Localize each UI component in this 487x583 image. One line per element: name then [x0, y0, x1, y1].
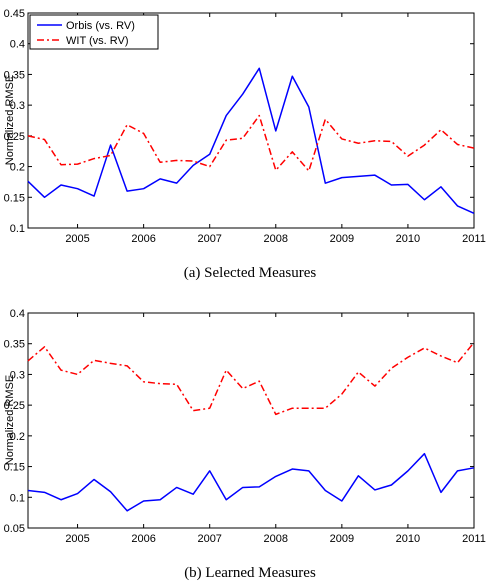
panel-b-plot-frame: [27, 312, 475, 529]
panel-b-xtick-label: 2010: [396, 533, 420, 545]
panel-a-series-line-orbis: [27, 67, 475, 214]
panel-b-caption: (b) Learned Measures: [184, 565, 316, 581]
panel-b-ytick-label: 0.15: [4, 462, 25, 474]
panel-b-xtick-label: 2011: [462, 533, 486, 545]
panel-b-xtick-label: 2006: [131, 533, 155, 545]
panel-b-ytick-label: 0.4: [10, 308, 25, 320]
panel-a-ytick-label: 0.35: [4, 69, 25, 81]
legend-box: [29, 14, 159, 50]
panel-a-ytick-label: 0.2: [10, 162, 25, 174]
panel-a-xtick-label: 2010: [396, 233, 420, 245]
panel-a-series-line-wit: [27, 114, 475, 172]
panel-a-caption: (a) Selected Measures: [184, 265, 317, 281]
panel-b-xtick-label: 2008: [264, 533, 288, 545]
legend-label-orbis: Orbis (vs. RV): [66, 20, 135, 32]
panel-b-ytick-label: 0.2: [10, 431, 25, 443]
panel-b-ylabel: Normalized RMSE: [4, 375, 16, 465]
panel-b-xtick-label: 2009: [330, 533, 354, 545]
panel-a-xtick-label: 2005: [65, 233, 89, 245]
panel-a-ytick-label: 0.1: [10, 223, 25, 235]
panel-a-xtick-label: 2007: [197, 233, 221, 245]
panel-a-series: [27, 67, 475, 214]
panel-a-ytick-label: 0.45: [4, 8, 25, 20]
panel-b-xtick-label: 2007: [197, 533, 221, 545]
panel-b-series-line-wit: [27, 342, 475, 416]
panel-b-ytick-label: 0.1: [10, 492, 25, 504]
panel-b-ytick-label: 0.05: [4, 523, 25, 535]
panel-a-ytick-label: 0.15: [4, 192, 25, 204]
panel-a-xtick-label: 2011: [462, 233, 486, 245]
panel-a-ylabel: Normalized RMSE: [4, 75, 16, 165]
panel-b-xtick-label: 2005: [65, 533, 89, 545]
legend-label-wit: WIT (vs. RV): [66, 35, 129, 47]
panel-a-plot-frame: [27, 12, 475, 229]
legend: Orbis (vs. RV) WIT (vs. RV): [29, 14, 159, 50]
panel-b-series-line-orbis: [27, 452, 475, 512]
panel-a-xtick-label: 2008: [264, 233, 288, 245]
panel-b-series: [27, 342, 475, 512]
panel-a-ticks: 0.1 0.15 0.2 0.25 0.3 0.35 0.4 0.45 2005 2006 2007…: [4, 8, 486, 245]
panel-a-xtick-label: 2006: [131, 233, 155, 245]
panel-b: 0.05 0.1 0.15 0.2 0.25 0.3 0.35 0.4 2005 2006 2007…: [4, 308, 486, 581]
panel-b-ytick-label: 0.25: [4, 400, 25, 412]
panel-a: 0.1 0.15 0.2 0.25 0.3 0.35 0.4 0.45 2005 2006 2007…: [4, 8, 486, 281]
panel-a-ytick-label: 0.25: [4, 131, 25, 143]
panel-a-xtick-label: 2009: [330, 233, 354, 245]
panel-a-ytick-label: 0.3: [10, 100, 25, 112]
panel-a-ytick-label: 0.4: [10, 39, 25, 51]
panel-b-ytick-label: 0.35: [4, 339, 25, 351]
panel-b-ticks: 0.05 0.1 0.15 0.2 0.25 0.3 0.35 0.4 2005 2006 2007…: [4, 308, 486, 545]
panel-b-ytick-label: 0.3: [10, 369, 25, 381]
